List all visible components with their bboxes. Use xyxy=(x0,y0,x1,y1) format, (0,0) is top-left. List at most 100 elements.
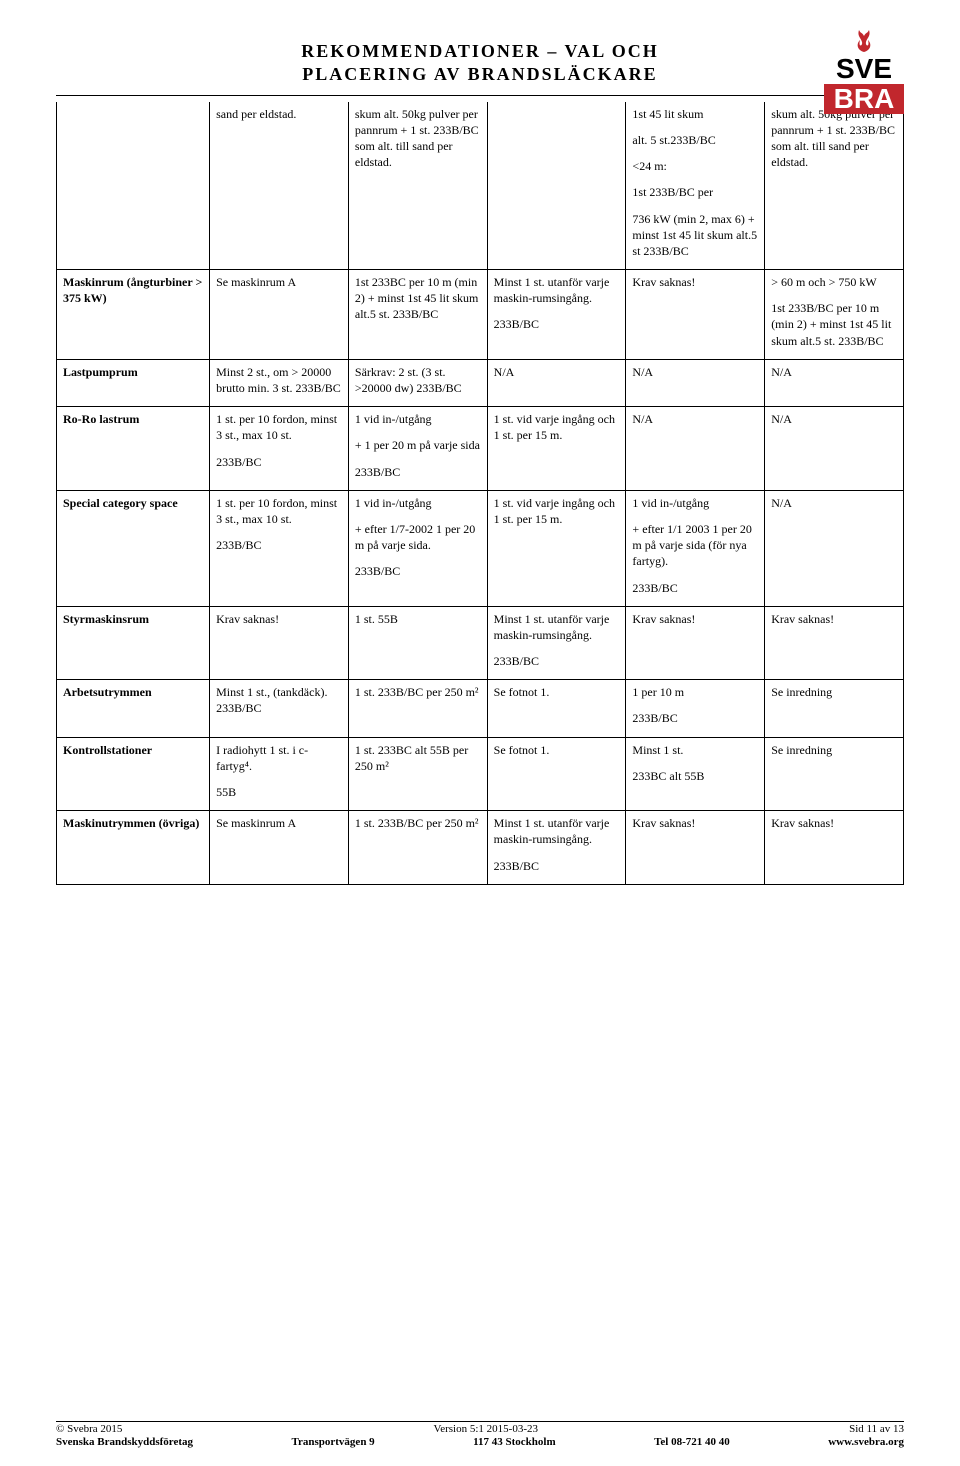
cell-paragraph: 1st 233BC per 10 m (min 2) + minst 1st 4… xyxy=(355,274,481,323)
cell-paragraph: 1 vid in-/utgång xyxy=(355,495,481,511)
row-label: Arbetsutrymmen xyxy=(57,680,210,737)
table-row: LastpumprumMinst 2 st., om > 20000 brutt… xyxy=(57,359,904,406)
cell-paragraph: N/A xyxy=(771,364,897,380)
table-cell: Krav saknas! xyxy=(626,270,765,360)
table-cell: Minst 1 st., (tankdäck). 233B/BC xyxy=(210,680,349,737)
cell-paragraph: + 1 per 20 m på varje sida xyxy=(355,437,481,453)
cell-paragraph: skum alt. 50kg pulver per pannrum + 1 st… xyxy=(355,106,481,171)
cell-paragraph: 233B/BC xyxy=(355,464,481,480)
table-cell: Särkrav: 2 st. (3 st. >20000 dw) 233B/BC xyxy=(348,359,487,406)
cell-paragraph: Se fotnot 1. xyxy=(494,742,620,758)
cell-paragraph: 1 st. vid varje ingång och 1 st. per 15 … xyxy=(494,495,620,527)
table-cell: 1 vid in-/utgång + 1 per 20 m på varje si… xyxy=(348,407,487,491)
row-label: Maskinutrymmen (övriga) xyxy=(57,811,210,885)
table-cell: 1st 233BC per 10 m (min 2) + minst 1st 4… xyxy=(348,270,487,360)
cell-paragraph: Krav saknas! xyxy=(771,815,897,831)
cell-paragraph: 233B/BC xyxy=(632,580,758,596)
cell-paragraph: + efter 1/7-2002 1 per 20 m på varje sid… xyxy=(355,521,481,553)
logo-bottom-text: BRA xyxy=(834,83,895,114)
table-cell: Se maskinrum A xyxy=(210,270,349,360)
footer-url: www.svebra.org xyxy=(828,1436,904,1448)
table-cell: Krav saknas! xyxy=(765,811,904,885)
cell-paragraph: 1 st. vid varje ingång och 1 st. per 15 … xyxy=(494,411,620,443)
cell-paragraph: + efter 1/1 2003 1 per 20 m på varje sid… xyxy=(632,521,758,570)
cell-paragraph: Minst 1 st. utanför varje maskin-rumsing… xyxy=(494,815,620,847)
cell-paragraph: N/A xyxy=(771,495,897,511)
row-label: Styrmaskinsrum xyxy=(57,606,210,680)
table-cell: N/A xyxy=(765,359,904,406)
table-cell: N/A xyxy=(765,490,904,606)
table-cell: 1 st. per 10 fordon, minst 3 st., max 10… xyxy=(210,490,349,606)
table-cell: 1 st. vid varje ingång och 1 st. per 15 … xyxy=(487,407,626,491)
table-cell: 1 st. 233BC alt 55B per 250 m² xyxy=(348,737,487,811)
cell-paragraph: 736 kW (min 2, max 6) + minst 1st 45 lit… xyxy=(632,211,758,260)
cell-paragraph: 233B/BC xyxy=(216,454,342,470)
cell-paragraph: Krav saknas! xyxy=(632,815,758,831)
table-cell: 1 st. per 10 fordon, minst 3 st., max 10… xyxy=(210,407,349,491)
title-underline xyxy=(56,95,904,96)
cell-paragraph: 1 vid in-/utgång xyxy=(355,411,481,427)
cell-paragraph: Se inredning xyxy=(771,742,897,758)
cell-paragraph: 1 per 10 m xyxy=(632,684,758,700)
cell-paragraph: 233B/BC xyxy=(494,858,620,874)
cell-paragraph: 1 st. 233B/BC per 250 m² xyxy=(355,684,481,700)
table-cell: Minst 1 st. utanför varje maskin-rumsing… xyxy=(487,606,626,680)
cell-paragraph: Krav saknas! xyxy=(771,611,897,627)
cell-paragraph: Se fotnot 1. xyxy=(494,684,620,700)
recommendations-table: sand per eldstad.skum alt. 50kg pulver p… xyxy=(56,102,904,885)
footer-company: Svenska Brandskyddsföretag xyxy=(56,1436,193,1448)
cell-paragraph: N/A xyxy=(632,364,758,380)
table-cell: Se inredning xyxy=(765,680,904,737)
cell-paragraph: Se maskinrum A xyxy=(216,274,342,290)
cell-paragraph: I radiohytt 1 st. i c-fartyg⁴. xyxy=(216,742,342,774)
cell-paragraph: Minst 2 st., om > 20000 brutto min. 3 st… xyxy=(216,364,342,396)
cell-paragraph: N/A xyxy=(632,411,758,427)
logo-svg: SVE BRA xyxy=(824,28,904,116)
table-cell: Se fotnot 1. xyxy=(487,680,626,737)
logo-top-text: SVE xyxy=(836,53,892,84)
cell-paragraph: N/A xyxy=(771,411,897,427)
cell-paragraph: Krav saknas! xyxy=(632,611,758,627)
cell-paragraph: 55B xyxy=(216,784,342,800)
table-cell: 1 st. 233B/BC per 250 m² xyxy=(348,811,487,885)
row-label: Maskinrum (ångturbiner > 375 kW) xyxy=(57,270,210,360)
table-cell: Krav saknas! xyxy=(210,606,349,680)
cell-paragraph: Minst 1 st., (tankdäck). 233B/BC xyxy=(216,684,342,716)
table-row: Ro-Ro lastrum1 st. per 10 fordon, minst … xyxy=(57,407,904,491)
footer-line-2: Svenska Brandskyddsföretag Transportväge… xyxy=(56,1435,904,1448)
cell-paragraph: 1st 233B/BC per 10 m (min 2) + minst 1st… xyxy=(771,300,897,349)
table-cell: 1 st. 233B/BC per 250 m² xyxy=(348,680,487,737)
table-row: Maskinrum (ångturbiner > 375 kW) Se maski… xyxy=(57,270,904,360)
table-cell: Krav saknas! xyxy=(626,606,765,680)
cell-paragraph: 1 st. per 10 fordon, minst 3 st., max 10… xyxy=(216,411,342,443)
footer-page-number: Sid 11 av 13 xyxy=(849,1423,904,1435)
cell-paragraph: 1 vid in-/utgång xyxy=(632,495,758,511)
table-cell: Minst 1 st.233BC alt 55B xyxy=(626,737,765,811)
table-row: ArbetsutrymmenMinst 1 st., (tankdäck). 2… xyxy=(57,680,904,737)
table-cell: N/A xyxy=(487,359,626,406)
table-cell: sand per eldstad. xyxy=(210,102,349,270)
brand-logo: SVE BRA xyxy=(824,28,904,120)
cell-paragraph: alt. 5 st.233B/BC xyxy=(632,132,758,148)
table-cell: 1 per 10 m 233B/BC xyxy=(626,680,765,737)
cell-paragraph: Se inredning xyxy=(771,684,897,700)
table-cell: N/A xyxy=(626,407,765,491)
table-cell: Krav saknas! xyxy=(765,606,904,680)
cell-paragraph: Särkrav: 2 st. (3 st. >20000 dw) 233B/BC xyxy=(355,364,481,396)
table-cell: Se maskinrum A xyxy=(210,811,349,885)
table-cell: 1st 45 lit skumalt. 5 st.233B/BC<24 m:1s… xyxy=(626,102,765,270)
table-row: sand per eldstad.skum alt. 50kg pulver p… xyxy=(57,102,904,270)
cell-paragraph: 233B/BC xyxy=(355,563,481,579)
table-cell: Se fotnot 1. xyxy=(487,737,626,811)
table-cell: 1 st. vid varje ingång och 1 st. per 15 … xyxy=(487,490,626,606)
footer-city: 117 43 Stockholm xyxy=(473,1436,556,1448)
cell-paragraph: Krav saknas! xyxy=(216,611,342,627)
cell-paragraph: 233B/BC xyxy=(632,710,758,726)
cell-paragraph: Minst 1 st. xyxy=(632,742,758,758)
cell-paragraph: 1st 233B/BC per xyxy=(632,184,758,200)
footer-line-1: © Svebra 2015 Version 5:1 2015-03-23 Sid… xyxy=(56,1421,904,1435)
table-cell: Minst 2 st., om > 20000 brutto min. 3 st… xyxy=(210,359,349,406)
cell-paragraph: 1 st. 233BC alt 55B per 250 m² xyxy=(355,742,481,774)
cell-paragraph: Se maskinrum A xyxy=(216,815,342,831)
table-cell: > 60 m och > 750 kW1st 233B/BC per 10 m … xyxy=(765,270,904,360)
